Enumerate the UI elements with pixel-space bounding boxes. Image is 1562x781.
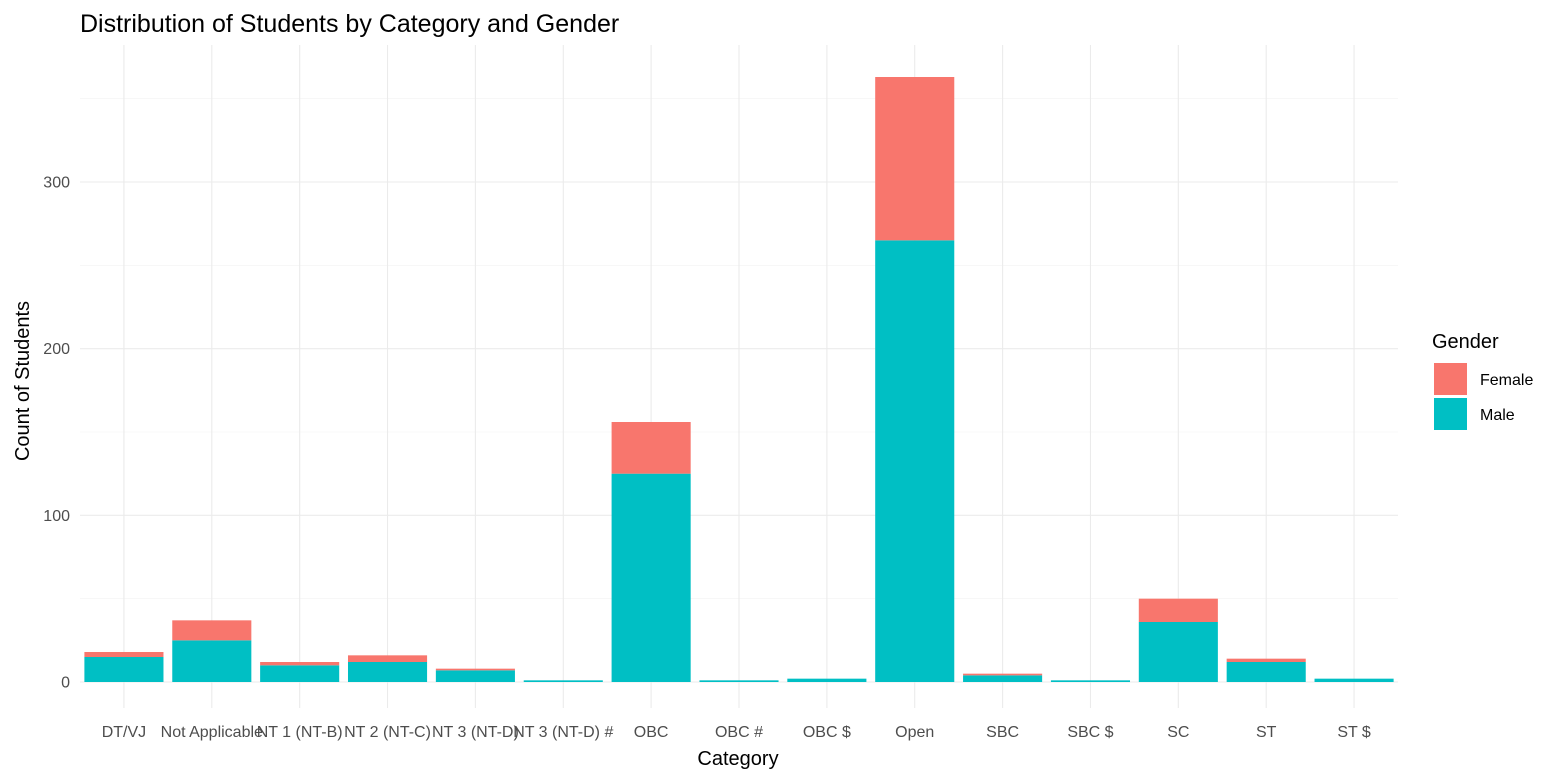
bar-male: [611, 473, 691, 682]
bar-female: [347, 655, 428, 662]
bar-male: [347, 662, 428, 682]
bars-layer: [84, 77, 1394, 683]
legend-swatch-male: [1434, 398, 1467, 430]
chart-title: Distribution of Students by Category and…: [80, 10, 619, 38]
y-tick-labels: 0 100 200 300: [43, 175, 70, 692]
x-tick-label: DT/VJ: [102, 724, 146, 741]
bar-male: [787, 678, 867, 682]
bar-female: [875, 77, 955, 241]
bar-male: [172, 640, 252, 682]
bar-female: [260, 662, 340, 666]
bar-male: [260, 665, 340, 682]
x-tick-label: NT 1 (NT-B): [257, 724, 343, 741]
bar-male: [1226, 662, 1306, 682]
x-tick-label: OBC #: [715, 724, 763, 741]
x-tick-label: SBC: [986, 724, 1019, 741]
x-tick-label: NT 3 (NT-D) #: [513, 724, 613, 741]
bar-female: [1138, 598, 1218, 622]
x-axis-title: Category: [697, 748, 778, 770]
legend-swatch-female: [1434, 363, 1467, 395]
legend-label: Female: [1480, 372, 1533, 389]
legend-items: Female Male: [1434, 363, 1533, 430]
bar-male: [84, 657, 164, 682]
y-tick-label: 100: [43, 508, 70, 525]
x-tick-label: OBC: [634, 724, 669, 741]
bar-male: [1138, 622, 1218, 682]
legend-title: Gender: [1432, 331, 1499, 353]
bar-female: [435, 668, 515, 671]
x-tick-label: Not Applicable: [161, 724, 263, 741]
bar-male: [963, 675, 1043, 682]
x-tick-label: SC: [1167, 724, 1189, 741]
x-tick-label: OBC $: [803, 724, 851, 741]
y-axis-title: Count of Students: [12, 301, 34, 461]
x-tick-label: NT 3 (NT-D): [432, 724, 519, 741]
y-tick-label: 300: [43, 175, 70, 192]
x-tick-label: ST: [1256, 724, 1277, 741]
bar-male: [699, 680, 779, 682]
y-tick-label: 0: [61, 675, 70, 692]
legend: Gender Female Male: [1432, 331, 1533, 430]
x-tick-label: ST $: [1337, 724, 1371, 741]
bar-female: [963, 673, 1043, 676]
legend-label: Male: [1480, 407, 1515, 424]
bar-male: [1050, 680, 1131, 682]
bar-male: [875, 240, 955, 683]
bar-female: [1226, 658, 1306, 662]
x-tick-label: Open: [895, 724, 934, 741]
y-tick-label: 200: [43, 341, 70, 358]
bar-male: [435, 670, 515, 682]
x-tick-label: SBC $: [1067, 724, 1113, 741]
bar-male: [1314, 678, 1394, 682]
bar-male: [523, 680, 603, 682]
x-tick-label: NT 2 (NT-C): [344, 724, 431, 741]
bar-female: [172, 620, 252, 641]
bar-female: [84, 652, 164, 657]
bar-female: [611, 422, 691, 474]
